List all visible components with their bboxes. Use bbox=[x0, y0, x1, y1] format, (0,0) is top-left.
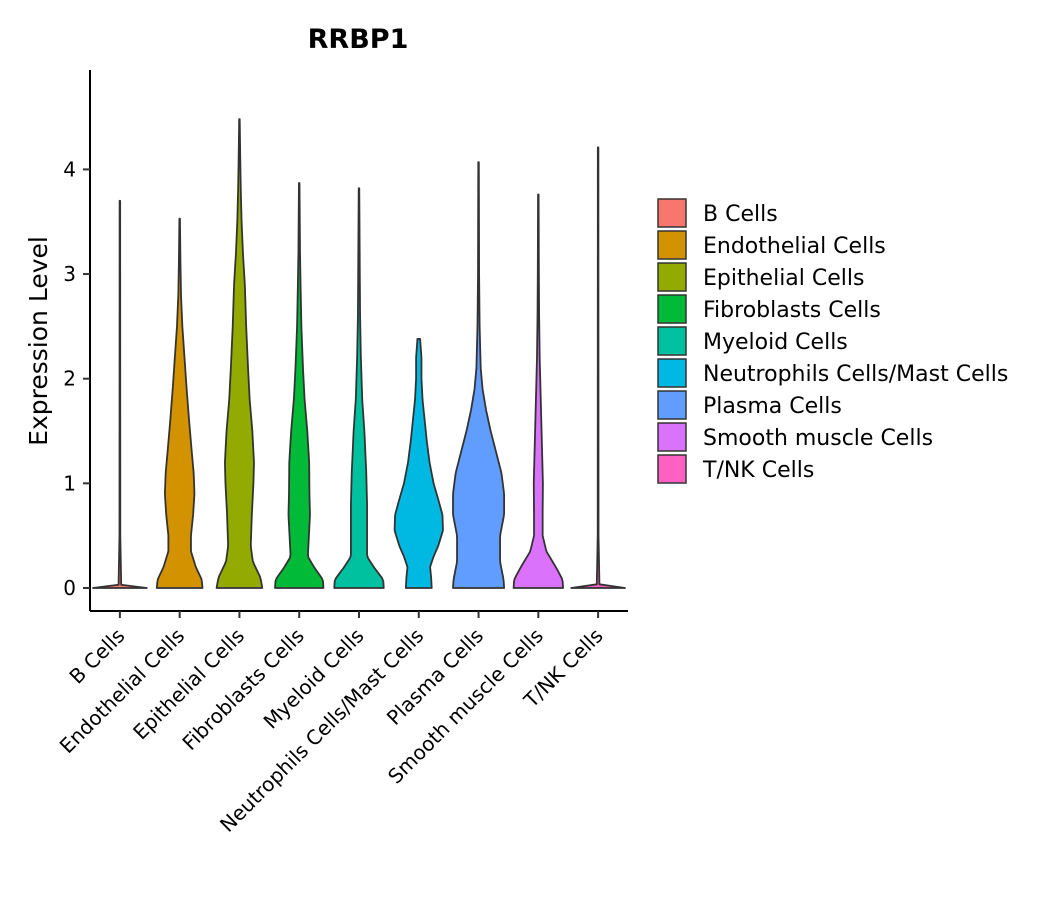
y-axis-label: Expression Level bbox=[24, 236, 53, 446]
legend-swatch-myeloid-cells bbox=[657, 326, 687, 356]
violin-endothelial-cells bbox=[155, 217, 204, 589]
violin-t-nk-cells bbox=[570, 146, 626, 589]
legend-label-plasma-cells: Plasma Cells bbox=[703, 394, 842, 419]
y-tick-label-4: 4 bbox=[63, 157, 76, 181]
legend-label-endothelial-cells: Endothelial Cells bbox=[703, 234, 886, 259]
y-tick-label-2: 2 bbox=[63, 367, 76, 391]
legend-label-fibroblasts-cells: Fibroblasts Cells bbox=[703, 298, 881, 323]
legend: B Cells Endothelial Cells Epithelial Cells… bbox=[657, 198, 1008, 484]
legend-swatch-smooth-muscle-cells bbox=[657, 422, 687, 452]
y-tick-label-1: 1 bbox=[63, 471, 76, 495]
violin-smooth-muscle-cells bbox=[512, 193, 564, 589]
legend-swatch-neutrophils-cells-mast-cells bbox=[657, 358, 687, 388]
violin-plasma-cells bbox=[452, 161, 506, 589]
y-tick-label-0: 0 bbox=[63, 576, 76, 600]
legend-swatch-b-cells bbox=[657, 198, 687, 228]
legend-swatch-endothelial-cells bbox=[657, 230, 687, 260]
legend-label-smooth-muscle-cells: Smooth muscle Cells bbox=[703, 426, 933, 451]
legend-swatch-epithelial-cells bbox=[657, 262, 687, 292]
legend-label-b-cells: B Cells bbox=[703, 202, 778, 227]
legend-label-myeloid-cells: Myeloid Cells bbox=[703, 330, 848, 355]
legend-label-epithelial-cells: Epithelial Cells bbox=[703, 266, 864, 291]
y-tick-label-3: 3 bbox=[63, 262, 76, 286]
legend-label-neutrophils-cells-mast-cells: Neutrophils Cells/Mast Cells bbox=[703, 362, 1008, 387]
legend-label-t-nk-cells: T/NK Cells bbox=[702, 458, 814, 483]
legend-swatch-plasma-cells bbox=[657, 390, 687, 420]
violin-neutrophils-cells-mast-cells bbox=[393, 338, 444, 589]
violins-group bbox=[92, 118, 626, 589]
violin-fibroblasts-cells bbox=[274, 182, 325, 589]
legend-swatch-fibroblasts-cells bbox=[657, 294, 687, 324]
violin-b-cells bbox=[92, 199, 148, 589]
violin-myeloid-cells bbox=[333, 187, 385, 589]
legend-swatch-t-nk-cells bbox=[657, 454, 687, 484]
chart-title: RRBP1 bbox=[308, 24, 409, 55]
violin-epithelial-cells bbox=[215, 118, 264, 589]
